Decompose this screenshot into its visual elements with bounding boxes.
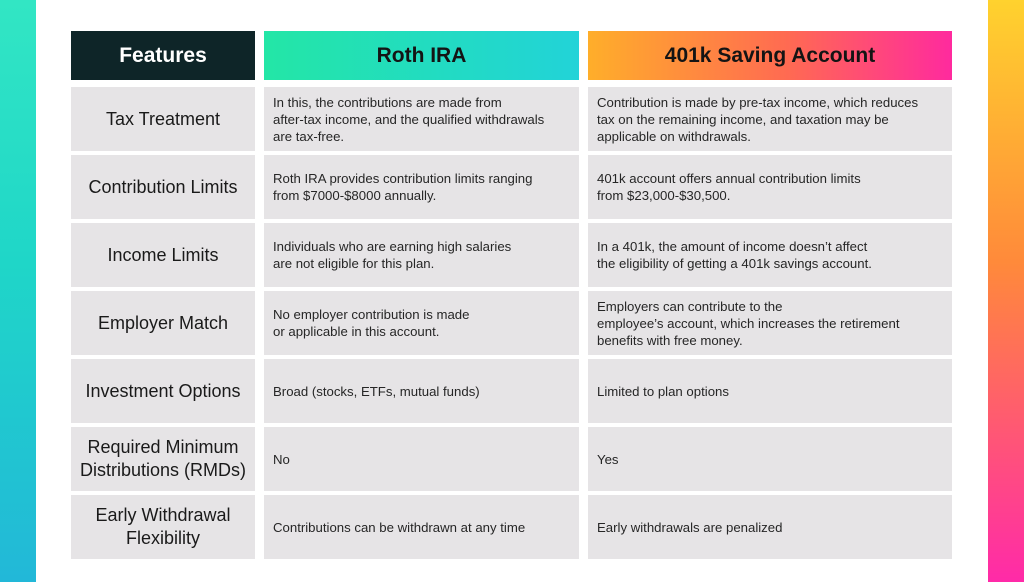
table-row: Required Minimum Distributions (RMDs) No… <box>71 427 953 491</box>
roth-text: Contributions can be withdrawn at any ti… <box>273 519 526 535</box>
feature-label: Required Minimum Distributions (RMDs) <box>79 437 247 480</box>
roth-cell: No employer contribution is made or appl… <box>264 291 579 355</box>
k401-cell: In a 401k, the amount of income doesn’t … <box>588 223 952 287</box>
feature-cell: Tax Treatment <box>71 87 255 151</box>
table-header-row: Features Roth IRA 401k Saving Account <box>71 31 953 80</box>
roth-text: No employer contribution is made or appl… <box>273 307 470 339</box>
roth-cell: In this, the contributions are made from… <box>264 87 579 151</box>
k401-cell: Employers can contribute to the employee… <box>588 291 952 355</box>
k401-cell: Yes <box>588 427 952 491</box>
header-401k: 401k Saving Account <box>588 31 952 80</box>
table-row: Contribution Limits Roth IRA provides co… <box>71 155 953 219</box>
k401-text: Yes <box>597 451 619 467</box>
feature-cell: Employer Match <box>71 291 255 355</box>
header-features-label: Features <box>119 43 207 67</box>
k401-text: 401k account offers annual contribution … <box>597 171 861 203</box>
table-row: Employer Match No employer contribution … <box>71 291 953 355</box>
header-roth-ira-label: Roth IRA <box>376 43 467 67</box>
feature-label: Tax Treatment <box>105 108 221 129</box>
roth-cell: No <box>264 427 579 491</box>
table-row: Tax Treatment In this, the contributions… <box>71 87 953 151</box>
k401-cell: Limited to plan options <box>588 359 952 423</box>
feature-cell: Required Minimum Distributions (RMDs) <box>71 427 255 491</box>
k401-text: Limited to plan options <box>597 383 729 399</box>
roth-text: In this, the contributions are made from… <box>273 94 545 144</box>
roth-text: No <box>273 451 290 467</box>
roth-cell: Roth IRA provides contribution limits ra… <box>264 155 579 219</box>
header-401k-label: 401k Saving Account <box>664 43 876 67</box>
roth-text: Individuals who are earning high salarie… <box>273 239 512 271</box>
k401-text: Early withdrawals are penalized <box>597 519 783 535</box>
feature-label: Contribution Limits <box>88 176 238 197</box>
comparison-table: Features Roth IRA 401k Saving Account Ta… <box>71 31 953 563</box>
roth-cell: Individuals who are earning high salarie… <box>264 223 579 287</box>
k401-text: Contribution is made by pre-tax income, … <box>597 94 919 144</box>
table-row: Investment Options Broad (stocks, ETFs, … <box>71 359 953 423</box>
feature-label: Early Withdrawal Flexibility <box>95 505 231 548</box>
k401-text: In a 401k, the amount of income doesn’t … <box>597 239 872 271</box>
right-gradient-bar <box>988 0 1024 582</box>
feature-label: Investment Options <box>85 380 241 401</box>
feature-label: Income Limits <box>107 244 219 265</box>
feature-cell: Contribution Limits <box>71 155 255 219</box>
k401-cell: Contribution is made by pre-tax income, … <box>588 87 952 151</box>
feature-cell: Income Limits <box>71 223 255 287</box>
roth-cell: Contributions can be withdrawn at any ti… <box>264 495 579 559</box>
roth-text: Broad (stocks, ETFs, mutual funds) <box>273 383 480 399</box>
table-row: Income Limits Individuals who are earnin… <box>71 223 953 287</box>
feature-cell: Investment Options <box>71 359 255 423</box>
left-gradient-bar <box>0 0 36 582</box>
k401-cell: 401k account offers annual contribution … <box>588 155 952 219</box>
feature-cell: Early Withdrawal Flexibility <box>71 495 255 559</box>
k401-text: Employers can contribute to the employee… <box>597 298 900 348</box>
feature-label: Employer Match <box>97 312 229 333</box>
k401-cell: Early withdrawals are penalized <box>588 495 952 559</box>
header-features: Features <box>71 31 255 80</box>
roth-cell: Broad (stocks, ETFs, mutual funds) <box>264 359 579 423</box>
table-row: Early Withdrawal Flexibility Contributio… <box>71 495 953 559</box>
header-roth-ira: Roth IRA <box>264 31 579 80</box>
roth-text: Roth IRA provides contribution limits ra… <box>273 171 533 203</box>
